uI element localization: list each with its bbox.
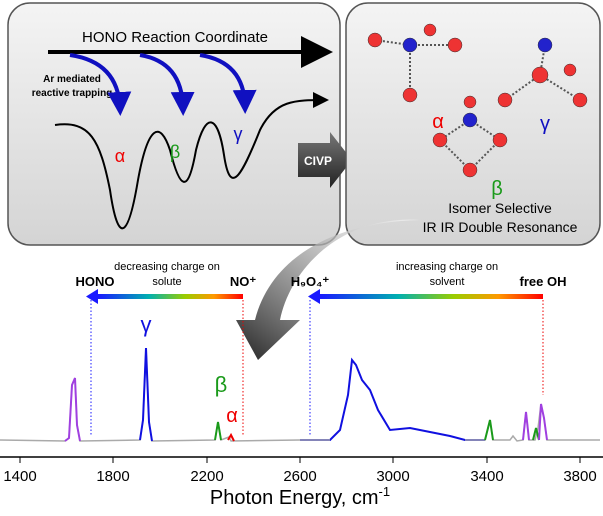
peak (532, 427, 540, 441)
spectrum (0, 347, 600, 442)
peak (522, 411, 530, 441)
panel-title: HONO Reaction Coordinate (82, 29, 268, 46)
label: solvent (430, 276, 465, 288)
label: HONO (76, 274, 115, 289)
peak (64, 377, 81, 442)
note: reactive trapping (32, 88, 113, 99)
left-panel: HONO Reaction Coordinate Ar mediated rea… (7, 2, 341, 246)
right-panel: α γ β Isomer Selective IR IR Double Reso… (345, 2, 601, 246)
axis-title-sup: -1 (379, 484, 391, 499)
x-tick-label: 2200 (190, 468, 223, 485)
label: solute (152, 276, 181, 288)
arrow (199, 53, 257, 114)
x-tick-label: 1800 (96, 468, 129, 485)
peak (227, 432, 235, 442)
peak (139, 347, 153, 442)
peak-label: γ (141, 312, 152, 337)
potential-curve (54, 92, 329, 230)
arrow (298, 132, 352, 188)
peak (538, 403, 548, 441)
panel-frame (7, 2, 341, 246)
civp-arrow: CIVP (298, 132, 352, 188)
label: α (115, 146, 125, 166)
gradient-arrow (98, 294, 243, 299)
caption: Isomer Selective (448, 200, 552, 216)
label: CIVP (304, 154, 332, 168)
label: β (170, 142, 180, 162)
peak-label: α (226, 405, 238, 427)
x-tick-label: 1400 (3, 468, 36, 485)
label: γ (540, 113, 550, 135)
x-axis: 1400 1800 2200 2600 3000 3400 3800 Photon Ener… (0, 456, 603, 509)
label: γ (234, 124, 243, 144)
peak (214, 421, 222, 441)
label: NO⁺ (230, 274, 257, 289)
x-tick-label: 2600 (283, 468, 316, 485)
caption: IR IR Double Resonance (423, 219, 578, 235)
arrow (139, 53, 195, 116)
note: Ar mediated (43, 74, 101, 85)
x-tick-label: 3800 (563, 468, 596, 485)
atoms (367, 23, 588, 178)
spectrum-annotations: HONO decreasing charge on solute NO⁺ H₉O… (76, 261, 567, 435)
label: increasing charge on (396, 261, 498, 273)
label: α (432, 111, 444, 133)
peak (484, 419, 494, 441)
x-tick-label: 3000 (376, 468, 409, 485)
gradient-arrow (320, 294, 543, 299)
peak (300, 357, 485, 441)
axis-title-text: Photon Energy, cm (210, 487, 379, 509)
label: free OH (520, 274, 567, 289)
peak-label: β (215, 372, 228, 397)
label: β (491, 178, 503, 200)
x-tick-label: 3400 (470, 468, 503, 485)
big-arrow (236, 219, 420, 360)
label: H₉O₄⁺ (291, 274, 330, 289)
label: decreasing charge on (114, 261, 220, 273)
axis-title: Photon Energy, cm-1 (210, 484, 390, 509)
arrow (69, 53, 132, 116)
